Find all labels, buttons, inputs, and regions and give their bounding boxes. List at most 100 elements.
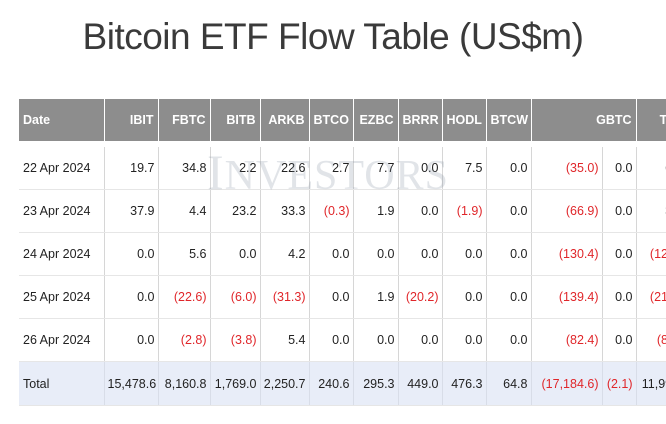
table-cell: (2.8) (158, 318, 211, 362)
table-cell: 0.0 (104, 232, 159, 276)
column-header-total[interactable]: Total (636, 99, 666, 144)
table-cell: 0.0 (602, 232, 637, 276)
table-cell: 0.0 (309, 275, 354, 319)
table-cell: 0.0 (486, 189, 532, 233)
column-header-brrr[interactable]: BRRR (398, 99, 443, 144)
table-header-row: Date IBIT FBTC BITB ARKB BTCO EZBC BRRR … (19, 99, 666, 144)
table-row: 26 Apr 2024 0.0 (2.8) (3.8) 5.4 0.0 0.0 0.0 0.0 0… (19, 318, 666, 362)
column-header-ezbc[interactable]: EZBC (353, 99, 399, 144)
column-header-hodl[interactable]: HODL (442, 99, 487, 144)
row-date-cell: 25 Apr 2024 (19, 275, 105, 319)
table-cell: (139.4) (531, 275, 603, 319)
total-cell: 8,160.8 (158, 361, 211, 406)
etf-flow-table: Date IBIT FBTC BITB ARKB BTCO EZBC BRRR … (19, 99, 666, 406)
table-cell: 0.0 (309, 318, 354, 362)
row-date-cell: 26 Apr 2024 (19, 318, 105, 362)
table-cell: 31.6 (636, 189, 666, 233)
row-date-cell: 22 Apr 2024 (19, 141, 105, 190)
total-cell: 11,998.4 (636, 361, 666, 406)
column-header-gbtc[interactable]: GBTC (531, 99, 637, 144)
table-cell: 0.0 (398, 318, 443, 362)
table-row: 23 Apr 2024 37.9 4.4 23.2 33.3 (0.3) 1.9 0.0 (1.… (19, 189, 666, 233)
etf-flow-table-container: Date IBIT FBTC BITB ARKB BTCO EZBC BRRR … (19, 99, 666, 406)
table-cell: 34.8 (158, 141, 211, 190)
total-cell: 64.8 (486, 361, 532, 406)
total-cell: 240.6 (309, 361, 354, 406)
table-cell: (22.6) (158, 275, 211, 319)
table-cell: 1.9 (353, 275, 399, 319)
table-cell: (120.6) (636, 232, 666, 276)
table-cell: 0.0 (486, 275, 532, 319)
table-cell: 7.5 (442, 141, 487, 190)
column-header-arkb[interactable]: ARKB (260, 99, 310, 144)
column-header-btcw[interactable]: BTCW (486, 99, 532, 144)
table-cell: 0.0 (104, 275, 159, 319)
column-header-ibit[interactable]: IBIT (104, 99, 159, 144)
table-cell: 0.0 (398, 232, 443, 276)
table-cell: 0.0 (486, 232, 532, 276)
table-cell: 23.2 (210, 189, 261, 233)
table-cell: (6.0) (210, 275, 261, 319)
column-header-fbtc[interactable]: FBTC (158, 99, 211, 144)
table-cell: 0.0 (486, 318, 532, 362)
column-header-date[interactable]: Date (19, 99, 105, 144)
table-cell: 0.0 (442, 318, 487, 362)
table-cell: 0.0 (398, 141, 443, 190)
table-cell: (35.0) (531, 141, 603, 190)
total-cell: 449.0 (398, 361, 443, 406)
total-cell: (2.1) (602, 361, 637, 406)
table-cell: 5.6 (158, 232, 211, 276)
row-date-cell: 23 Apr 2024 (19, 189, 105, 233)
table-body: 22 Apr 2024 19.7 34.8 2.2 22.6 2.7 7.7 0.0 7.5 0.… (19, 141, 666, 406)
table-cell: 0.0 (442, 232, 487, 276)
table-cell: 0.0 (353, 232, 399, 276)
table-cell: 33.3 (260, 189, 310, 233)
row-date-cell: 24 Apr 2024 (19, 232, 105, 276)
table-cell: (0.3) (309, 189, 354, 233)
table-cell: 0.0 (486, 141, 532, 190)
table-cell: 7.7 (353, 141, 399, 190)
table-cell: 5.4 (260, 318, 310, 362)
total-row: Total 15,478.6 8,160.8 1,769.0 2,250.7 240.6 2… (19, 361, 666, 406)
table-cell: (3.8) (210, 318, 261, 362)
total-cell: 1,769.0 (210, 361, 261, 406)
table-cell: 2.7 (309, 141, 354, 190)
table-cell: 4.2 (260, 232, 310, 276)
column-header-btco[interactable]: BTCO (309, 99, 354, 144)
table-cell: (20.2) (398, 275, 443, 319)
table-cell: 0.0 (210, 232, 261, 276)
table-cell: (82.4) (531, 318, 603, 362)
table-cell: 62.2 (636, 141, 666, 190)
table-cell: 37.9 (104, 189, 159, 233)
table-row: 22 Apr 2024 19.7 34.8 2.2 22.6 2.7 7.7 0.0 7.5 0.… (19, 141, 666, 190)
table-cell: 2.2 (210, 141, 261, 190)
table-cell: 0.0 (442, 275, 487, 319)
page-title: Bitcoin ETF Flow Table (US$m) (82, 16, 584, 57)
table-cell: 1.9 (353, 189, 399, 233)
total-cell: 476.3 (442, 361, 487, 406)
table-cell: 0.0 (398, 189, 443, 233)
total-cell: 15,478.6 (104, 361, 159, 406)
table-cell: 4.4 (158, 189, 211, 233)
table-cell: 19.7 (104, 141, 159, 190)
table-cell: 0.0 (309, 232, 354, 276)
total-label-cell: Total (19, 361, 105, 406)
total-cell: 2,250.7 (260, 361, 310, 406)
table-cell: (66.9) (531, 189, 603, 233)
table-cell: 0.0 (104, 318, 159, 362)
table-cell: (217.6) (636, 275, 666, 319)
table-cell: 0.0 (602, 141, 637, 190)
table-cell: 0.0 (602, 189, 637, 233)
column-header-bitb[interactable]: BITB (210, 99, 261, 144)
table-cell: 0.0 (602, 275, 637, 319)
table-cell: 0.0 (353, 318, 399, 362)
table-cell: (31.3) (260, 275, 310, 319)
table-row: 25 Apr 2024 0.0 (22.6) (6.0) (31.3) 0.0 1.9 (20… (19, 275, 666, 319)
table-cell: 0.0 (602, 318, 637, 362)
table-cell: (83.6) (636, 318, 666, 362)
table-row: 24 Apr 2024 0.0 5.6 0.0 4.2 0.0 0.0 0.0 0.0 0.0 (1… (19, 232, 666, 276)
table-cell: (130.4) (531, 232, 603, 276)
total-cell: 295.3 (353, 361, 399, 406)
total-cell: (17,184.6) (531, 361, 603, 406)
table-cell: (1.9) (442, 189, 487, 233)
